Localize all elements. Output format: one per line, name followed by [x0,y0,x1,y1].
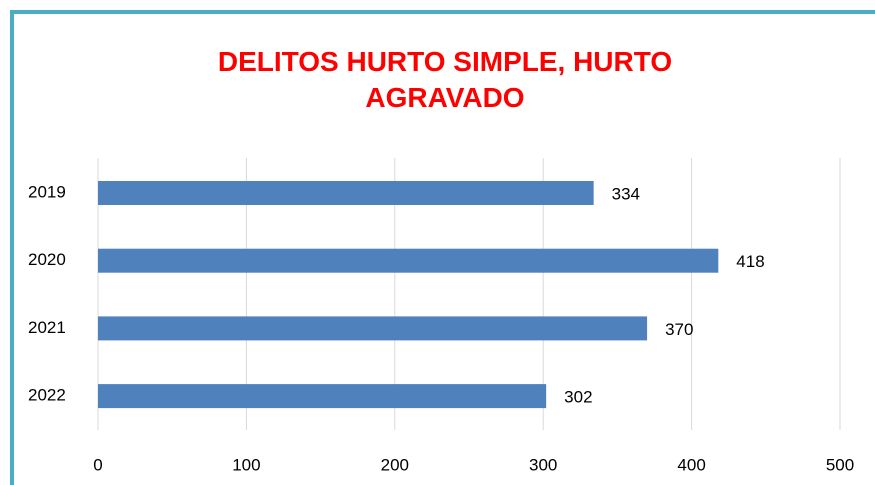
bar [98,384,547,409]
bar [98,316,648,341]
x-tick-label: 400 [677,455,705,474]
x-tick-label: 100 [232,455,260,474]
y-tick-label: 2021 [28,318,66,337]
chart-title: DELITOS HURTO SIMPLE, HURTO AGRAVADO [217,46,673,113]
bar [98,248,719,273]
y-tick-label: 2019 [28,182,66,201]
x-tick-label: 500 [826,455,854,474]
data-label: 370 [665,320,693,339]
x-tick-label: 0 [93,455,102,474]
y-tick-label: 2020 [28,250,66,269]
data-label: 334 [612,184,640,203]
data-label: 302 [564,388,592,407]
data-label: 418 [736,252,764,271]
y-tick-label: 2022 [28,386,66,405]
x-tick-label: 200 [381,455,409,474]
bar [98,181,594,205]
x-tick-label: 300 [529,455,557,474]
